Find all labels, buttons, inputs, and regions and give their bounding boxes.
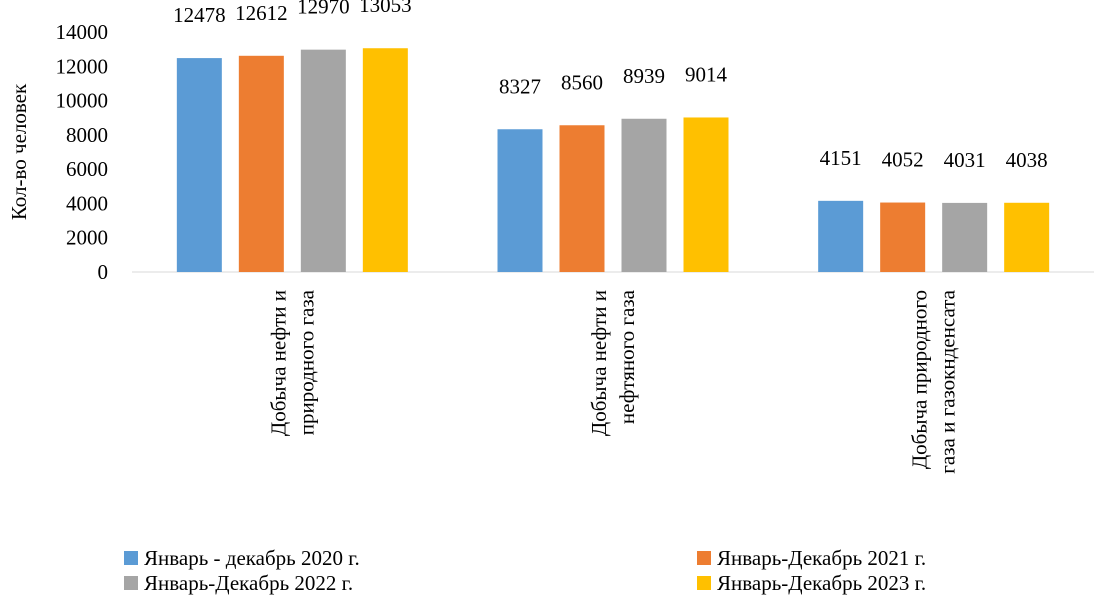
data-label: 8560 <box>561 70 603 94</box>
data-label: 8327 <box>499 74 541 98</box>
category-label: Добыча нефти и <box>266 290 290 436</box>
legend: Январь - декабрь 2020 г. Январь-Декабрь 2… <box>124 546 926 595</box>
legend-swatch <box>697 551 711 565</box>
y-tick-label: 4000 <box>66 191 108 215</box>
category-label: Добыча природного <box>908 290 932 469</box>
y-axis-ticks: 0 2000 4000 6000 8000 10000 12000 14000 <box>56 20 109 284</box>
y-tick-label: 6000 <box>66 157 108 181</box>
data-labels: 12478 12612 12970 13053 8327 8560 8939 9014 4151… <box>173 0 1048 172</box>
data-label: 4038 <box>1006 148 1048 172</box>
y-tick-label: 8000 <box>66 123 108 147</box>
bar <box>176 58 222 272</box>
category-label: газа и газокнденсата <box>936 289 960 473</box>
legend-label: Январь-Декабрь 2022 г. <box>144 571 353 595</box>
data-label: 12612 <box>235 1 288 25</box>
bars <box>176 48 1050 273</box>
legend-swatch <box>697 576 711 590</box>
category-label: Добыча нефти и <box>587 290 611 436</box>
bar <box>362 48 408 273</box>
data-label: 13053 <box>359 0 412 17</box>
bar <box>497 129 543 272</box>
data-label: 4031 <box>944 148 986 172</box>
data-label: 4151 <box>820 146 862 170</box>
y-axis-label: Кол-во человек <box>7 83 31 220</box>
data-label: 12970 <box>297 0 350 19</box>
category-label: природного газа <box>294 289 318 435</box>
data-label: 9014 <box>685 62 728 86</box>
bar <box>880 202 926 272</box>
legend-swatch <box>124 551 138 565</box>
category-labels: Добыча нефти и природного газа Добыча нефт… <box>266 289 959 473</box>
y-tick-label: 10000 <box>56 89 109 113</box>
bar <box>942 202 988 272</box>
y-tick-label: 14000 <box>56 20 109 44</box>
data-label: 12478 <box>173 3 226 27</box>
bar <box>683 117 729 272</box>
legend-label: Январь-Декабрь 2023 г. <box>717 571 926 595</box>
data-label: 4052 <box>882 148 924 172</box>
category-label: нефтяного газа <box>615 289 639 424</box>
y-tick-label: 12000 <box>56 54 109 78</box>
bar <box>1004 202 1050 272</box>
bar <box>238 55 284 273</box>
legend-label: Январь - декабрь 2020 г. <box>144 546 360 570</box>
bar <box>621 118 667 272</box>
data-label: 8939 <box>623 64 665 88</box>
y-tick-label: 0 <box>98 260 109 284</box>
bar <box>559 125 605 272</box>
bar <box>818 200 864 272</box>
legend-swatch <box>124 576 138 590</box>
y-tick-label: 2000 <box>66 226 108 250</box>
bar <box>300 49 346 273</box>
legend-label: Январь-Декабрь 2021 г. <box>717 546 926 570</box>
